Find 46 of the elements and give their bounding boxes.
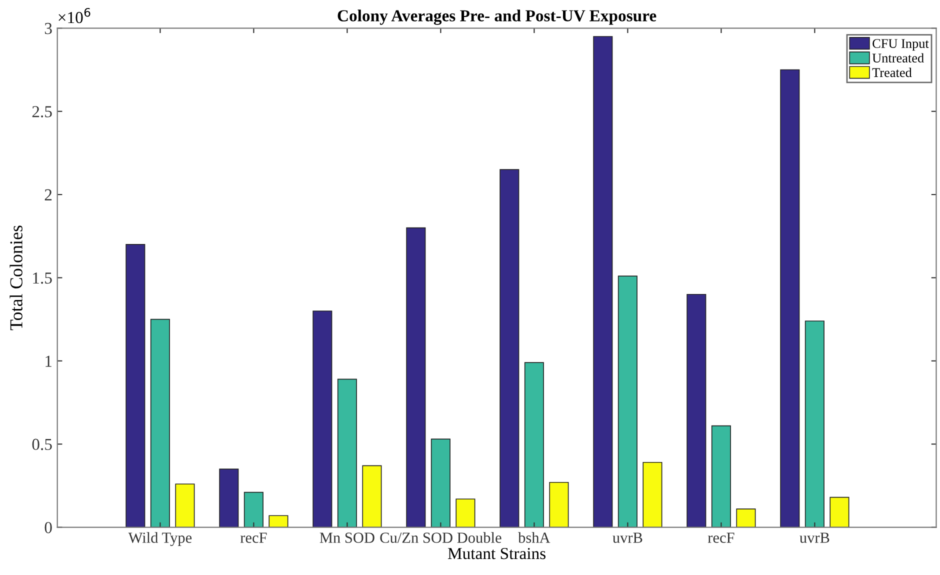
x-tick-label: bshA [518,532,550,543]
text: ×10$^{6}$ [58,8,90,24]
legend-label: CFU Input [872,39,929,51]
bar [268,515,288,528]
bar [804,320,824,528]
x-tick-label: Mn SOD [320,532,374,543]
y-tick-label: 2 [44,189,52,200]
bar [830,496,850,528]
bar [312,310,332,528]
bar [593,36,613,528]
bar [780,69,800,528]
y-axis-title: Total Colonies [10,226,22,330]
bar [642,462,662,528]
bar [618,276,638,528]
bar [126,244,146,528]
bar [736,508,756,528]
bar [406,227,426,528]
x-tick-label: recF [708,532,734,543]
bar [150,318,170,528]
bar [175,484,195,528]
y-tick-label: 0.5 [32,438,52,450]
bar [711,425,731,528]
bar [456,498,476,528]
bar [430,438,450,528]
bar [549,482,569,528]
x-tick-label: Cu/Zn SOD Double [380,532,502,543]
y-tick-label: 3 [44,22,52,34]
bar [524,362,544,528]
y-tick-label: 2.5 [32,106,52,118]
x-tick-label: uvrB [800,532,830,543]
y-tick-label: 0 [44,522,52,534]
x-tick-label: Wild Type [128,532,192,546]
bar [500,169,520,528]
x-tick-label: recF [240,532,267,543]
legend-label: Untreated [872,53,924,63]
bar [686,294,706,528]
chart-title: Colony Averages Pre- and Post-UV Exposure [338,10,656,25]
y-tick-label: 1.5 [33,272,52,284]
y-tick-label: 1 [46,356,52,367]
x-tick-label: uvrB [612,532,642,543]
bar [244,492,264,528]
bar [219,468,239,528]
bar [362,465,382,528]
x-axis-title: Mutant Strains [448,548,546,560]
bar [337,378,357,528]
legend-label: Treated [872,68,912,78]
